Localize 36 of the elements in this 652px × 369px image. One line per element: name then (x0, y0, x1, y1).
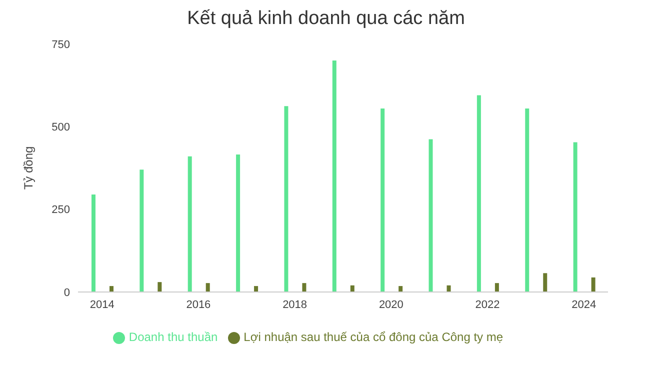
bar (206, 283, 210, 292)
bar (446, 285, 451, 292)
x-tick-label: 2024 (572, 298, 596, 311)
bar (350, 285, 354, 292)
bar (158, 282, 162, 292)
chart-title: Kết quả kinh doanh qua các năm (186, 8, 466, 30)
bar (398, 286, 403, 292)
y-axis-title: Tỷ đồng (21, 146, 36, 190)
y-tick-label: 250 (52, 204, 70, 216)
bar (188, 156, 192, 292)
bar (380, 108, 385, 292)
bar (284, 106, 288, 292)
bar (91, 194, 96, 292)
bar (494, 283, 499, 292)
bar (236, 154, 240, 292)
bar (525, 108, 530, 292)
y-tick-label: 500 (52, 122, 70, 134)
bar (591, 277, 596, 292)
bar (573, 142, 578, 292)
x-tick-label: 2020 (378, 298, 404, 311)
bar (302, 283, 306, 292)
y-tick-label: 750 (52, 38, 70, 51)
bar (476, 95, 481, 292)
legend-label: Doanh thu thuần (128, 330, 218, 344)
bar (254, 286, 258, 292)
y-tick-label: 0 (64, 286, 70, 299)
bar (543, 273, 548, 292)
bar (140, 170, 144, 292)
x-tick-label: 2016 (186, 298, 211, 311)
x-tick-label: 2018 (282, 298, 308, 311)
legend-label: Lợi nhuận sau thuế của cổ đông của Công ty mẹ (244, 330, 504, 344)
bar (109, 286, 114, 292)
bar (332, 60, 336, 292)
x-tick-label: 2014 (90, 298, 114, 311)
x-tick-label: 2022 (475, 298, 500, 311)
bar (428, 139, 433, 292)
